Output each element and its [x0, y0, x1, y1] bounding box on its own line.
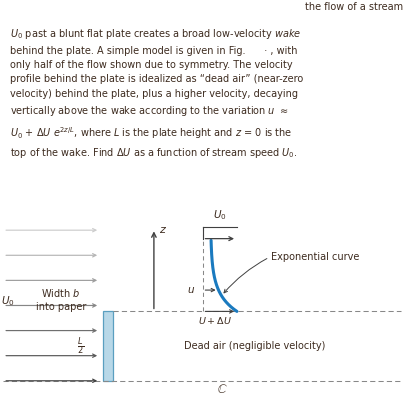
Text: Dead air (negligible velocity): Dead air (negligible velocity)	[184, 341, 326, 351]
Bar	[103, 311, 113, 381]
Text: $U+\Delta U$: $U+\Delta U$	[198, 316, 232, 326]
Text: $z$: $z$	[159, 225, 167, 235]
Text: $\frac{L}{2}$: $\frac{L}{2}$	[77, 335, 85, 357]
Text: Exponential curve: Exponential curve	[271, 252, 360, 262]
Text: $\mathbb{C}$: $\mathbb{C}$	[217, 383, 228, 396]
Text: $u$: $u$	[187, 285, 195, 295]
Text: the flow of a stream: the flow of a stream	[305, 2, 403, 12]
Text: Width $b$: Width $b$	[41, 287, 81, 299]
Text: $U_0$: $U_0$	[213, 208, 226, 222]
Text: $U_0$ past a blunt flat plate creates a broad low-velocity $\it{wake}$
behind th: $U_0$ past a blunt flat plate creates a …	[10, 27, 303, 160]
Text: $U_0$: $U_0$	[1, 294, 15, 308]
Text: into paper: into paper	[36, 302, 86, 312]
